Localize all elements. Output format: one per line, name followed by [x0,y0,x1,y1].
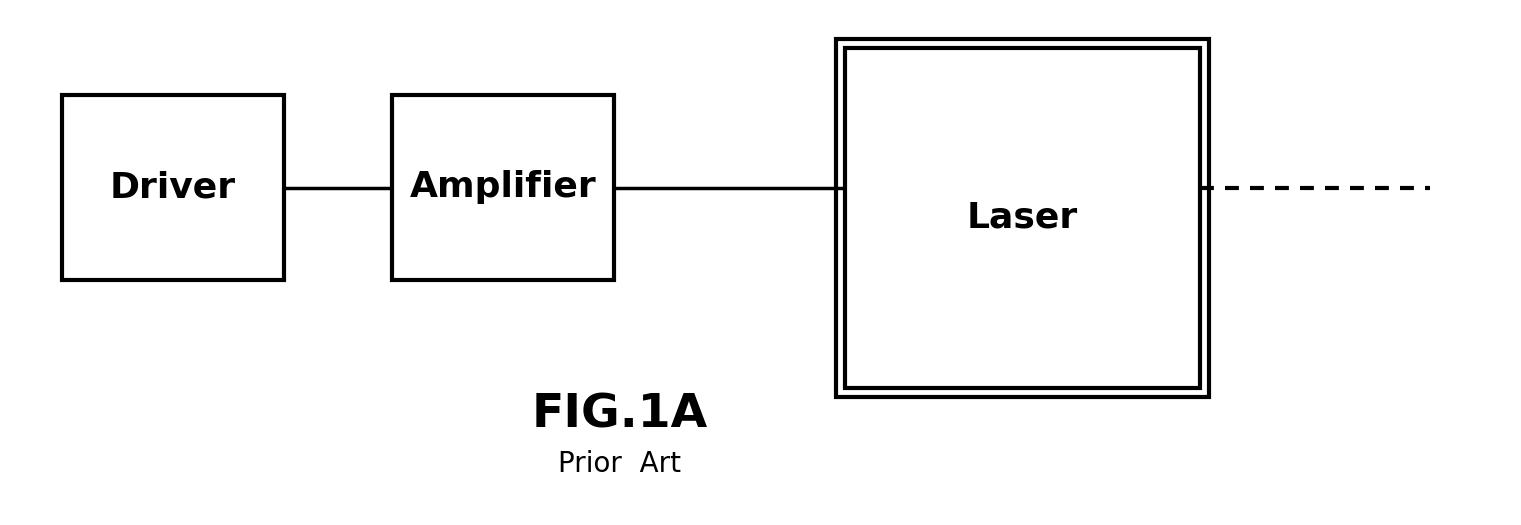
Text: FIG.1A: FIG.1A [532,393,709,437]
Bar [62,95,284,280]
Bar [846,48,1200,388]
Text: Driver: Driver [110,171,236,205]
Text: Laser: Laser [967,201,1078,235]
Bar [837,39,1209,397]
Bar [392,95,614,280]
Text: Amplifier: Amplifier [409,171,596,205]
Text: Prior  Art: Prior Art [558,450,681,478]
